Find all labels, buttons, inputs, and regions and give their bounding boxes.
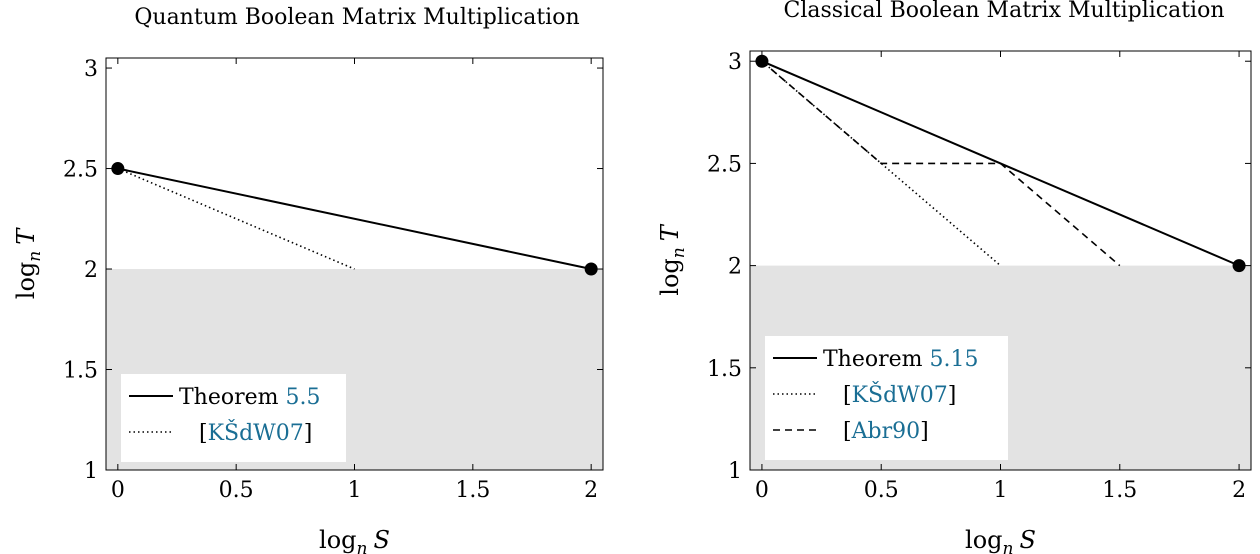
classical-chart-panel: Classical Boolean Matrix Multiplication 0…	[656, 0, 1252, 554]
y-tick-label: 1.5	[707, 357, 742, 382]
legend-entry: [KŠdW07]	[199, 419, 312, 446]
legend-entry: [KŠdW07]	[843, 381, 956, 408]
data-point-marker	[111, 162, 125, 176]
citation-link[interactable]: KŠdW07	[208, 419, 304, 446]
legend-entry: Theorem 5.15	[823, 347, 978, 372]
citation-link[interactable]: 5.5	[286, 385, 321, 410]
x-axis-label: logn S	[965, 526, 1036, 554]
y-tick-label: 1	[84, 459, 98, 484]
y-tick-label: 2	[728, 255, 742, 280]
series-line-dotted	[761, 60, 1002, 267]
x-tick-label: 0.5	[219, 478, 254, 503]
chart-title: Classical Boolean Matrix Multiplication	[784, 0, 1225, 23]
series-line-solid	[117, 167, 592, 271]
citation-link[interactable]: Abr90	[851, 419, 920, 444]
y-tick-label: 1	[728, 459, 742, 484]
y-tick-label: 3	[84, 57, 98, 82]
quantum-chart-panel: Quantum Boolean Matrix Multiplication 0 0.…	[12, 5, 604, 554]
x-tick-label: 1	[994, 478, 1008, 503]
x-tick-label: 1.5	[455, 478, 490, 503]
series-line-dashed	[761, 60, 1121, 267]
y-tick-label: 1.5	[63, 359, 98, 384]
chart-title: Quantum Boolean Matrix Multiplication	[134, 5, 579, 30]
citation-link[interactable]: 5.15	[930, 347, 979, 372]
x-axis-label: logn S	[319, 526, 390, 554]
legend-entry: Theorem 5.5	[179, 385, 321, 410]
x-tick-label: 2	[584, 478, 598, 503]
x-tick-label: 2	[1232, 478, 1246, 503]
x-tick-label: 0	[111, 478, 125, 503]
y-tick-label: 2.5	[707, 152, 742, 177]
data-point-marker	[1232, 259, 1246, 273]
legend: Theorem 5.15 [KŠdW07] [Abr90]	[765, 336, 1008, 460]
x-tick-label: 1	[348, 478, 362, 503]
y-axis-label: lognT	[656, 223, 689, 295]
x-tick-label: 0.5	[864, 478, 899, 503]
y-tick-label: 3	[728, 50, 742, 75]
y-axis-label: lognT	[12, 227, 45, 299]
citation-link[interactable]: KŠdW07	[852, 381, 948, 408]
legend-box	[121, 374, 346, 462]
y-tick-label: 2.5	[63, 158, 98, 183]
data-point-marker	[755, 54, 769, 68]
legend-entry: [Abr90]	[843, 419, 929, 444]
x-tick-label: 1.5	[1102, 478, 1137, 503]
y-tick-label: 2	[84, 258, 98, 283]
series-line-dotted	[117, 167, 355, 270]
x-tick-label: 0	[755, 478, 769, 503]
legend-box	[765, 336, 1008, 460]
legend: Theorem 5.5 [KŠdW07]	[121, 374, 346, 462]
data-point-marker	[584, 262, 598, 276]
